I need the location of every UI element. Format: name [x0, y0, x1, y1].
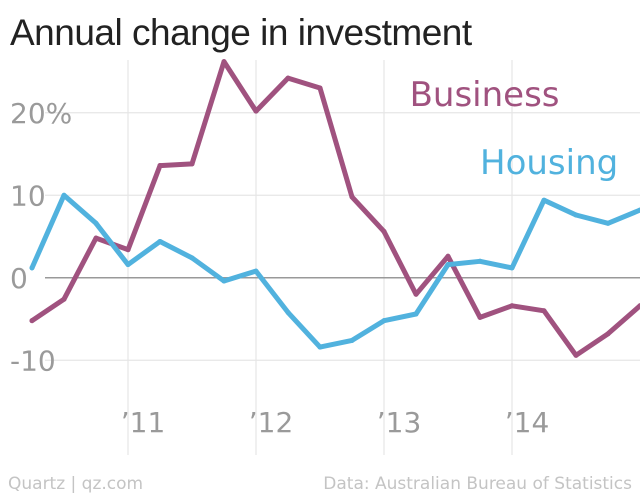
housing-data-point	[413, 311, 419, 317]
business-data-point	[413, 291, 419, 297]
business-data-point	[445, 253, 451, 259]
housing-data-point	[253, 268, 259, 274]
x-tick-label: ’12	[249, 406, 294, 439]
housing-series-label: Housing	[480, 143, 618, 183]
housing-data-point	[61, 192, 67, 198]
business-data-point	[189, 161, 195, 167]
housing-data-point	[605, 220, 611, 226]
housing-data-point	[125, 262, 131, 268]
housing-data-point	[381, 318, 387, 324]
business-data-point	[285, 75, 291, 81]
business-data-point	[93, 235, 99, 241]
y-tick-label: -10	[10, 344, 56, 377]
business-data-point	[125, 247, 131, 253]
business-data-point	[157, 163, 163, 169]
grid-layer	[45, 60, 640, 455]
business-series-label: Business	[410, 75, 560, 115]
housing-data-point	[285, 309, 291, 315]
business-data-point	[61, 296, 67, 302]
housing-data-point	[189, 255, 195, 261]
business-data-point	[349, 194, 355, 200]
business-data-point	[573, 352, 579, 358]
business-data-point	[509, 303, 515, 309]
housing-data-point	[573, 212, 579, 218]
business-data-point	[29, 318, 35, 324]
housing-data-point	[477, 258, 483, 264]
housing-data-point	[93, 220, 99, 226]
business-data-point	[541, 308, 547, 314]
y-tick-label: 0	[10, 262, 28, 295]
housing-data-point	[157, 238, 163, 244]
housing-series-line	[29, 192, 640, 350]
housing-data-point	[509, 265, 515, 271]
business-data-point	[605, 331, 611, 337]
housing-data-point	[349, 337, 355, 343]
housing-data-point	[317, 344, 323, 350]
housing-data-point	[637, 207, 640, 213]
source-text: Data: Australian Bureau of Statistics	[323, 474, 632, 494]
housing-data-point	[541, 197, 547, 203]
business-data-point	[637, 303, 640, 309]
business-data-point	[477, 314, 483, 320]
x-tick-label: ’14	[505, 406, 550, 439]
x-tick-label: ’13	[377, 406, 422, 439]
series-layer	[29, 59, 640, 358]
business-data-point	[317, 85, 323, 91]
y-tick-label: 10	[10, 179, 46, 212]
housing-data-point	[29, 265, 35, 271]
series-label-layer: Business Housing	[410, 75, 619, 183]
y-tick-label: 20%	[10, 97, 72, 130]
business-data-point	[381, 229, 387, 235]
x-tick-label: ’11	[121, 406, 166, 439]
housing-data-point	[445, 262, 451, 268]
business-series-line	[29, 59, 640, 358]
chart-title: Annual change in investment	[10, 12, 472, 53]
business-data-point	[221, 59, 227, 65]
housing-data-point	[221, 278, 227, 284]
tick-layer: ’11 ’12 ’13 ’14 20% 10 0 -10	[10, 97, 549, 439]
credit-text: Quartz | qz.com	[8, 474, 144, 494]
business-data-point	[253, 108, 259, 114]
